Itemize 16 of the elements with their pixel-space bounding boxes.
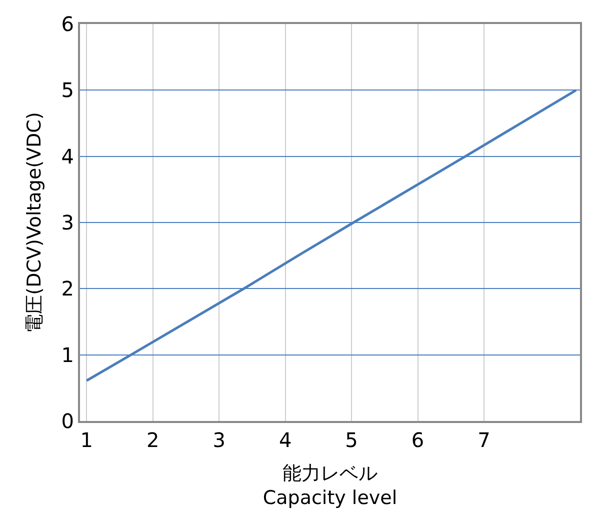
y-tick-label: 0 [61,409,74,433]
y-tick-label: 2 [61,276,74,301]
y-tick-label: 5 [61,78,74,102]
y-tick-label: 6 [61,12,74,36]
x-tick-label: 2 [146,428,160,452]
x-tick-label: 6 [411,428,424,452]
x-tick-label: 1 [80,428,93,452]
x-tick-label: 4 [278,428,292,452]
y-tick-label: 3 [61,210,74,234]
x-tick-label: 7 [478,428,490,452]
y-tick-label: 4 [61,144,74,168]
y-tick-label: 1 [61,342,74,367]
y-axis-title: 電圧(DCV)Voltage(VDC) [24,112,46,333]
x-tick-label: 5 [345,428,358,452]
x-tick-label: 3 [212,428,226,452]
x-axis-title: 能力レベル Capacity level [262,462,398,509]
